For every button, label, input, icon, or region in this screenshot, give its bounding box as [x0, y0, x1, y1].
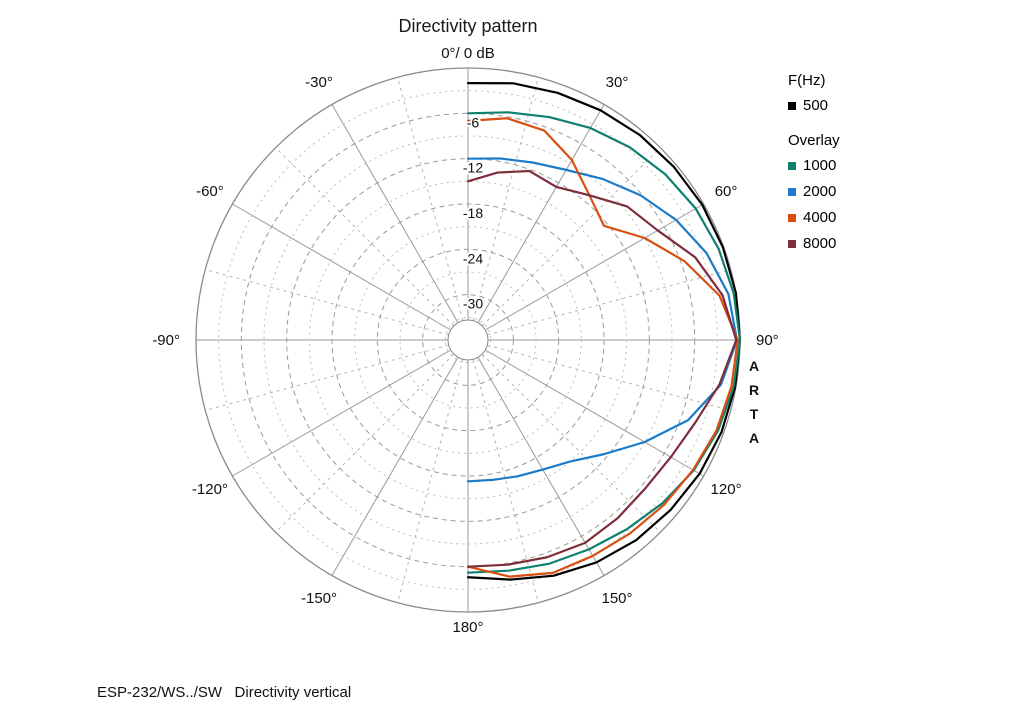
grid-spoke-major [477, 357, 605, 576]
arta-watermark: ARTA [746, 358, 762, 454]
grid-spoke-minor [397, 359, 464, 603]
angle-label-60: 60° [715, 183, 738, 200]
angle-label-30: 30° [606, 74, 629, 91]
grid-circle [218, 90, 718, 590]
angle-label-120: 120° [711, 481, 742, 498]
angle-label--60: -60° [196, 183, 224, 200]
angle-label--150: -150° [301, 590, 337, 607]
polar-grid [195, 67, 741, 613]
grid-spoke-minor [472, 77, 539, 321]
grid-spoke-major [232, 349, 451, 477]
angle-label-90: 90° [756, 332, 779, 349]
grid-spoke-minor [275, 353, 455, 533]
grid-circle [376, 248, 560, 432]
series-1000-line [466, 111, 742, 574]
grid-circle [263, 135, 673, 545]
grid-spoke-major [485, 349, 704, 477]
legend-swatch-2000 [788, 187, 796, 196]
chart-caption: ESP-232/WS../SW Directivity vertical [97, 684, 352, 701]
db-tick-label: -24 [463, 250, 483, 266]
grid-center-circle [447, 319, 489, 361]
grid-spoke-minor [397, 77, 464, 321]
grid-circle [422, 294, 514, 386]
series-500-line [466, 82, 742, 581]
grid-spoke-minor [205, 269, 449, 336]
legend-label-2000: 2000 [803, 183, 837, 200]
grid-spoke-major [331, 104, 459, 323]
angle-label-180: 180° [452, 619, 483, 636]
legend-freq-header: F(Hz) [788, 72, 826, 89]
grid-spoke-minor [472, 359, 539, 603]
angle-labels: 0°/ 0 dB 30° 60° 90° 120° 150° 180° -30° -60° -90… [152, 45, 778, 636]
angle-label-0: 0°/ 0 dB [441, 45, 495, 62]
grid-spoke-major [232, 203, 451, 331]
legend: F(Hz) 500 Overlay 1000 2000 4000 8000 [788, 72, 840, 261]
legend-item-2000: 2000 [788, 183, 840, 200]
legend-label-500: 500 [803, 97, 829, 114]
legend-item-500: 500 [788, 97, 840, 114]
legend-label-4000: 4000 [803, 209, 837, 226]
series-group [466, 82, 742, 581]
chart-title: Directivity pattern [398, 16, 538, 36]
legend-label-1000: 1000 [803, 157, 837, 174]
db-tick-label: -12 [463, 160, 483, 176]
legend-swatch-8000 [788, 239, 796, 248]
angle-label-150: 150° [601, 590, 632, 607]
db-tick-label: -18 [463, 205, 483, 221]
angle-label--30: -30° [305, 74, 333, 91]
grid-spoke-minor [481, 147, 661, 327]
series-8000-line [466, 169, 738, 568]
legend-label-8000: 8000 [803, 235, 837, 252]
grid-spoke-major [477, 104, 605, 323]
grid-circle [308, 180, 628, 500]
legend-swatch-1000 [788, 161, 796, 170]
legend-swatch-4000 [788, 213, 796, 222]
legend-overlay-header: Overlay [788, 132, 840, 149]
legend-swatch-500 [788, 101, 796, 110]
grid-circle [331, 203, 605, 477]
angle-label--90: -90° [152, 332, 180, 349]
grid-spoke-major [331, 357, 459, 576]
grid-spoke-minor [487, 269, 731, 336]
legend-item-4000: 4000 [788, 209, 840, 226]
angle-label--120: -120° [192, 481, 228, 498]
db-tick-label: -30 [463, 296, 483, 312]
series-4000-line [466, 117, 739, 578]
grid-spoke-minor [275, 147, 455, 327]
db-tick-labels: -6 -12 -18 -24 -30 [461, 112, 485, 313]
grid-circle [399, 271, 537, 409]
grid-spoke-minor [205, 344, 449, 411]
grid-circle [286, 158, 650, 522]
db-tick-label: -6 [467, 114, 480, 130]
legend-item-1000: 1000 [788, 157, 840, 174]
grid-spoke-minor [481, 353, 661, 533]
grid-spoke-minor [487, 344, 731, 411]
grid-spoke-major [485, 203, 704, 331]
legend-item-8000: 8000 [788, 235, 840, 252]
grid-circle [354, 226, 582, 454]
